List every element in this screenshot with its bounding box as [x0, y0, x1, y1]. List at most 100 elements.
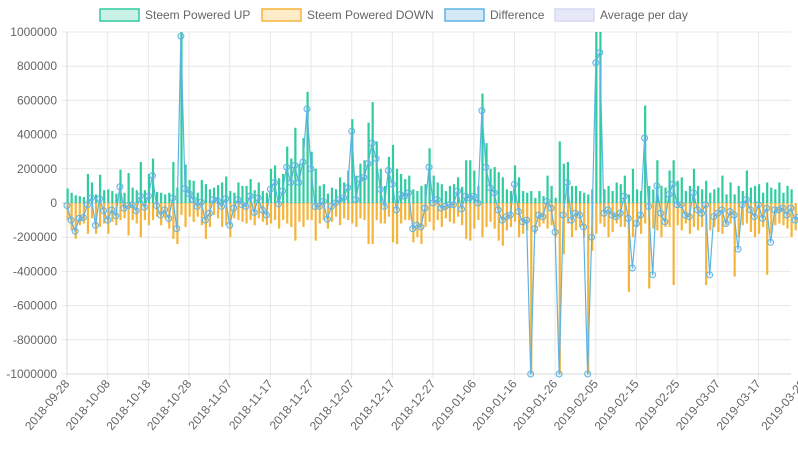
bar-up — [119, 169, 122, 203]
bar-up — [469, 160, 472, 203]
bar-down — [513, 203, 517, 222]
bar-up — [212, 187, 216, 203]
difference-point — [242, 202, 250, 210]
difference-point — [628, 264, 636, 272]
difference-point — [104, 216, 112, 224]
difference-point — [453, 187, 461, 195]
bar-up — [534, 197, 537, 203]
difference-point — [531, 225, 539, 233]
legend-item-up[interactable]: Steem Powered UP — [99, 8, 250, 22]
bar-up — [139, 161, 142, 203]
bar-up — [745, 170, 748, 203]
bar-up — [391, 144, 395, 203]
difference-point — [299, 158, 307, 166]
difference-point — [449, 201, 457, 209]
difference-point — [173, 225, 181, 233]
bar-up — [749, 187, 753, 203]
bar-up — [111, 191, 114, 203]
difference-point — [665, 190, 673, 198]
bar-down — [696, 203, 700, 231]
bar-up — [493, 167, 496, 203]
difference-point — [706, 271, 714, 279]
difference-point — [767, 238, 775, 246]
bar-up — [562, 163, 565, 203]
bar-down — [680, 203, 683, 231]
x-axis: 2018-09-282018-10-082018-10-182018-10-28… — [22, 377, 798, 433]
bar-down — [648, 203, 651, 289]
bar-up — [607, 185, 610, 203]
bar-up — [131, 187, 134, 203]
bar-up — [233, 192, 236, 203]
bar-down — [766, 203, 769, 275]
bar-down — [717, 203, 720, 233]
bar-down — [562, 203, 565, 255]
bar-down — [424, 203, 427, 227]
difference-point — [616, 209, 624, 217]
bar-up — [526, 192, 529, 203]
legend-item-down[interactable]: Steem Powered DOWN — [261, 8, 434, 22]
bar-down — [204, 203, 207, 239]
bar-down — [672, 203, 675, 286]
difference-point — [543, 197, 551, 205]
bar-up — [155, 191, 159, 203]
difference-point — [262, 211, 270, 219]
bar-down — [391, 203, 395, 243]
bar-down — [306, 203, 309, 221]
difference-point — [177, 32, 185, 40]
difference-point — [307, 165, 315, 173]
legend-label-difference: Difference — [490, 8, 545, 22]
bar-up — [180, 32, 183, 203]
bar-up — [395, 168, 399, 203]
difference-point — [637, 211, 645, 219]
bar-down — [249, 203, 252, 221]
difference-point — [226, 221, 234, 229]
bar-up — [709, 192, 712, 203]
bar-down — [676, 203, 679, 226]
bar-down — [180, 203, 183, 215]
bar-up — [383, 185, 386, 203]
bar-up — [448, 185, 452, 203]
bar-down — [627, 203, 631, 292]
bar-up — [770, 187, 773, 203]
bar-up — [387, 156, 391, 203]
bar-up — [778, 182, 781, 203]
bar-up — [501, 177, 504, 203]
difference-point — [368, 139, 376, 147]
bar-down — [749, 203, 753, 233]
difference-point — [218, 202, 226, 210]
legend-item-average[interactable]: Average per day — [554, 8, 688, 22]
difference-point — [181, 184, 189, 192]
bar-up — [192, 180, 195, 203]
y-tick-label: 0 — [50, 196, 57, 210]
bar-up — [200, 179, 203, 203]
difference-point — [750, 213, 758, 221]
legend-label-up: Steem Powered UP — [145, 8, 250, 22]
difference-point — [152, 202, 160, 210]
difference-point — [763, 204, 771, 212]
bar-down — [603, 203, 606, 227]
legend-swatch-average — [554, 8, 595, 22]
bar-down — [607, 203, 610, 238]
difference-point — [539, 213, 547, 221]
difference-point — [783, 211, 791, 219]
bar-up — [440, 184, 443, 203]
difference-point — [128, 201, 136, 209]
difference-point — [108, 206, 116, 214]
bar-up — [147, 173, 151, 203]
bar-up — [461, 186, 464, 203]
bar-down — [82, 203, 85, 224]
bar-down — [729, 203, 732, 224]
bar-down — [86, 203, 90, 234]
difference-point — [100, 207, 108, 215]
bar-down — [302, 203, 305, 227]
difference-point — [83, 201, 91, 209]
bar-up — [762, 192, 765, 203]
bar-down — [432, 203, 435, 231]
difference-point — [360, 173, 368, 181]
bar-up — [790, 189, 793, 203]
bar-up — [208, 189, 212, 203]
difference-point — [279, 187, 287, 195]
difference-point — [197, 198, 205, 206]
legend-item-difference[interactable]: Difference — [444, 8, 545, 22]
difference-point — [555, 370, 563, 378]
